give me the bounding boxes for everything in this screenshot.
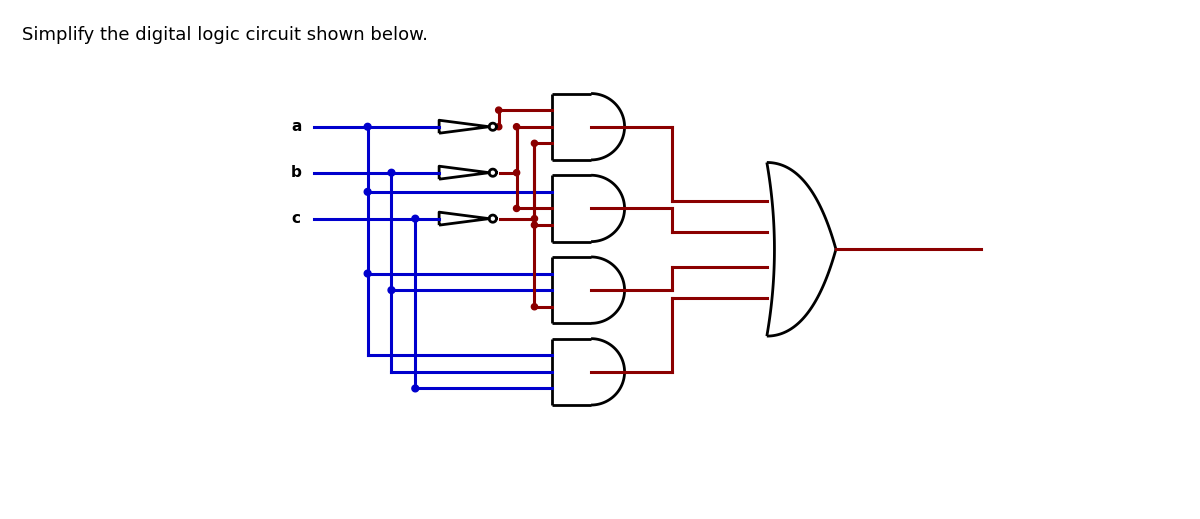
Polygon shape <box>365 270 371 277</box>
Polygon shape <box>496 107 502 113</box>
Polygon shape <box>514 206 520 212</box>
Text: a: a <box>290 119 301 134</box>
Polygon shape <box>532 140 538 146</box>
Polygon shape <box>388 169 395 176</box>
Polygon shape <box>514 124 520 130</box>
Text: c: c <box>292 211 301 226</box>
Text: b: b <box>290 165 301 180</box>
Polygon shape <box>388 287 395 294</box>
Polygon shape <box>412 385 419 392</box>
Text: Simplify the digital logic circuit shown below.: Simplify the digital logic circuit shown… <box>22 26 428 44</box>
Polygon shape <box>412 215 419 222</box>
Polygon shape <box>365 188 371 195</box>
Polygon shape <box>496 124 502 130</box>
Polygon shape <box>365 124 371 130</box>
Polygon shape <box>532 304 538 310</box>
Polygon shape <box>532 215 538 222</box>
Polygon shape <box>514 170 520 176</box>
Polygon shape <box>532 222 538 228</box>
